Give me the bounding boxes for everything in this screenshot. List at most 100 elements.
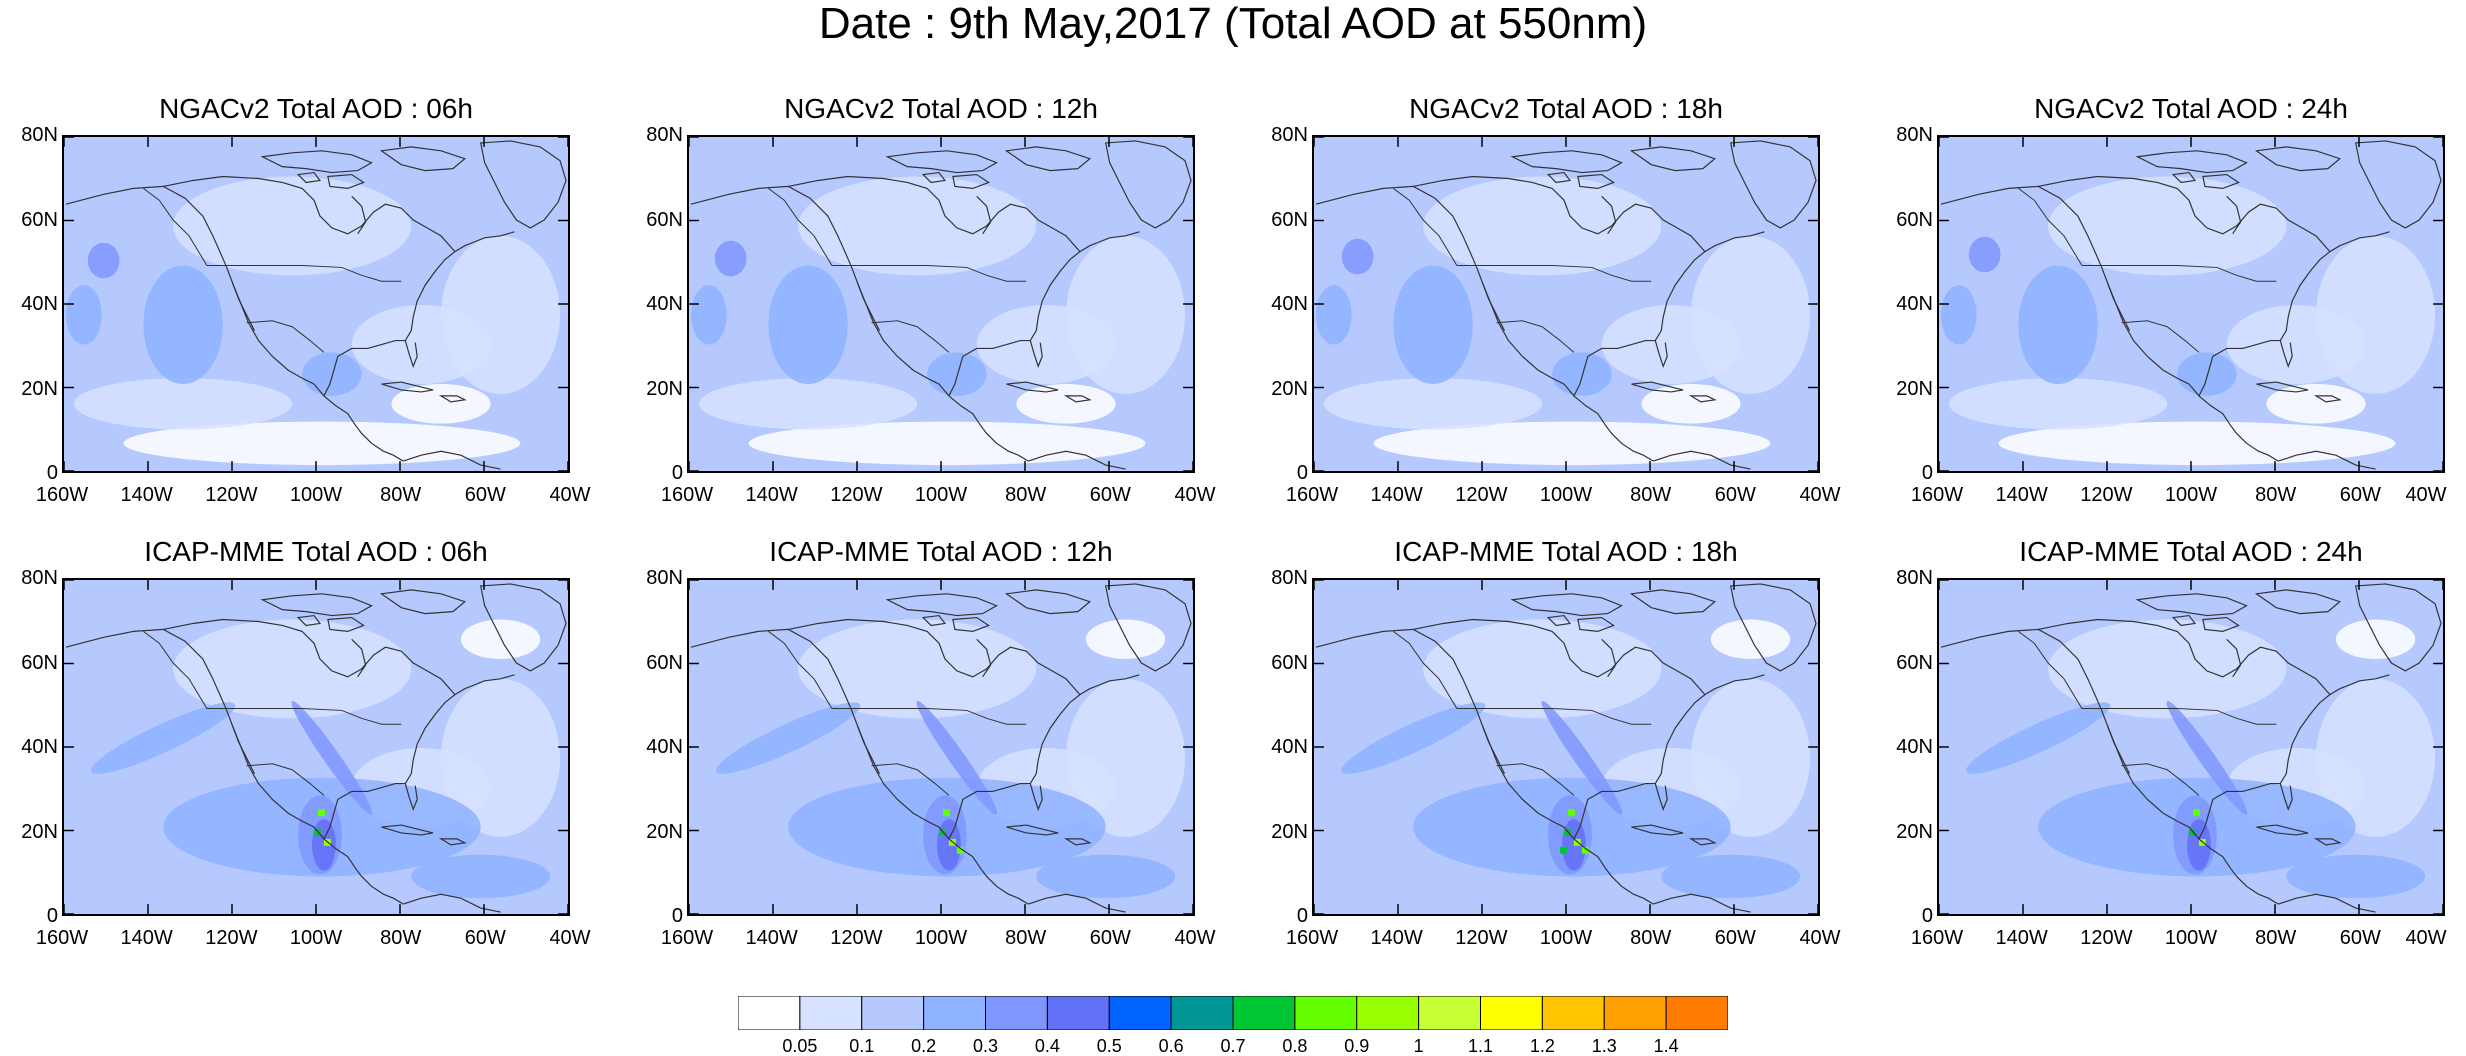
country-border: [246, 320, 325, 353]
coastline: [65, 185, 404, 462]
lon-tick-label: 100W: [914, 927, 968, 949]
aod-field-patch: [1661, 854, 1801, 899]
aod-map-panel: [687, 135, 1195, 473]
lat-tick-label: 40N: [1271, 293, 1308, 315]
colorbar-swatch: [737, 995, 801, 1031]
lon-tick-label: 80W: [1630, 484, 1672, 506]
country-border: [143, 187, 208, 266]
panel-title: ICAP-MME Total AOD : 06h: [144, 536, 488, 567]
coastline: [2202, 173, 2240, 189]
colorbar-level-label: 0.3: [972, 1036, 999, 1056]
colorbar-swatch: [1480, 995, 1543, 1031]
aod-field-patch: [1373, 421, 1771, 466]
lon-tick-label: 80W: [1005, 927, 1047, 949]
colorbar-level-label: 0.6: [1158, 1036, 1184, 1056]
lat-tick-label: 40N: [646, 736, 683, 758]
map-canvas: [64, 137, 568, 471]
coastline: [1004, 589, 1092, 615]
colorbar-swatch: [1665, 995, 1729, 1031]
country-border: [2081, 264, 2277, 282]
map-canvas: [1939, 580, 2443, 914]
coastline: [1104, 140, 1192, 229]
aod-field-patch: [2335, 619, 2416, 660]
colorbar-level-label: 1.3: [1591, 1036, 1617, 1056]
lon-tick-label: 100W: [1539, 484, 1593, 506]
aod-field-patch: [2177, 352, 2237, 396]
coastline: [2171, 614, 2197, 627]
lon-tick-label: 160W: [1285, 927, 1339, 949]
coastline: [2279, 340, 2293, 368]
lon-tick-label: 140W: [120, 484, 173, 506]
coastline: [404, 783, 418, 811]
lon-tick-label: 40W: [2405, 927, 2447, 949]
coastline: [2202, 616, 2240, 632]
coastline: [438, 395, 467, 403]
lon-tick-label: 100W: [1539, 927, 1593, 949]
coastline: [2279, 783, 2293, 811]
coastline: [885, 593, 998, 617]
lon-tick-label: 60W: [1714, 484, 1756, 506]
colorbar-level-label: 1.4: [1653, 1036, 1679, 1056]
country-border: [1456, 707, 1652, 725]
coastline: [163, 618, 456, 696]
colorbar-swatch: [1294, 995, 1358, 1031]
country-border: [1393, 187, 1458, 266]
lat-tick-label: 80N: [1896, 567, 1933, 589]
lat-tick-label: 0: [1921, 462, 1933, 484]
coastline: [690, 185, 1029, 462]
lon-tick-label: 140W: [1995, 927, 2048, 949]
coastline: [2354, 583, 2442, 672]
colorbar-swatch: [1232, 995, 1296, 1031]
lon-tick-label: 140W: [745, 484, 798, 506]
lat-tick-label: 20N: [21, 820, 58, 843]
colorbar-level-label: 1: [1413, 1036, 1424, 1056]
lon-tick-label: 40W: [549, 927, 591, 949]
aod-field-patch: [441, 235, 561, 394]
country-border: [206, 707, 402, 725]
map-canvas: [1314, 137, 1818, 471]
aod-field-patch: [2286, 854, 2426, 899]
coastline: [327, 173, 365, 189]
aod-field-patch: [91, 702, 236, 774]
lat-tick-label: 0: [46, 905, 58, 927]
map-canvas: [64, 580, 568, 914]
coastline: [1629, 589, 1717, 615]
colorbar-swatch: [861, 995, 925, 1031]
coastline: [1546, 614, 1572, 627]
coastline: [1940, 185, 2279, 462]
lon-tick-label: 120W: [830, 484, 883, 506]
colorbar-level-label: 0.2: [911, 1036, 937, 1056]
coastline: [948, 674, 1140, 840]
map-canvas: [689, 580, 1193, 914]
country-border: [1496, 763, 1575, 796]
country-border: [2081, 707, 2277, 725]
aod-field-patch: [173, 176, 412, 276]
lat-tick-label: 80N: [646, 124, 683, 146]
coastline: [976, 638, 992, 678]
country-border: [143, 630, 208, 709]
lon-tick-label: 160W: [660, 484, 714, 506]
coastline: [323, 231, 515, 397]
lat-tick-label: 60N: [1896, 208, 1933, 231]
country-border: [831, 707, 1027, 725]
lon-tick-label: 120W: [205, 927, 258, 949]
coastline: [1510, 150, 1623, 174]
coastline: [381, 824, 434, 836]
colorbar-level-label: 0.4: [1034, 1036, 1060, 1056]
coastline: [1631, 824, 1684, 836]
coastline: [1413, 175, 1706, 253]
lon-tick-label: 80W: [380, 484, 422, 506]
colorbar-swatch: [1170, 995, 1234, 1031]
lon-tick-label: 140W: [745, 927, 798, 949]
colorbar-swatch: [1356, 995, 1420, 1031]
aod-field-patch: [1940, 285, 1977, 345]
coastline: [2254, 589, 2342, 615]
aod-field-patch: [291, 701, 373, 815]
country-border: [2018, 630, 2083, 709]
aod-field-patch: [1066, 678, 1186, 837]
map-canvas: [1314, 580, 1818, 914]
coastline: [1413, 618, 1706, 696]
lon-tick-label: 80W: [1005, 484, 1047, 506]
lat-tick-label: 20N: [1896, 377, 1933, 400]
coastline: [260, 150, 373, 174]
